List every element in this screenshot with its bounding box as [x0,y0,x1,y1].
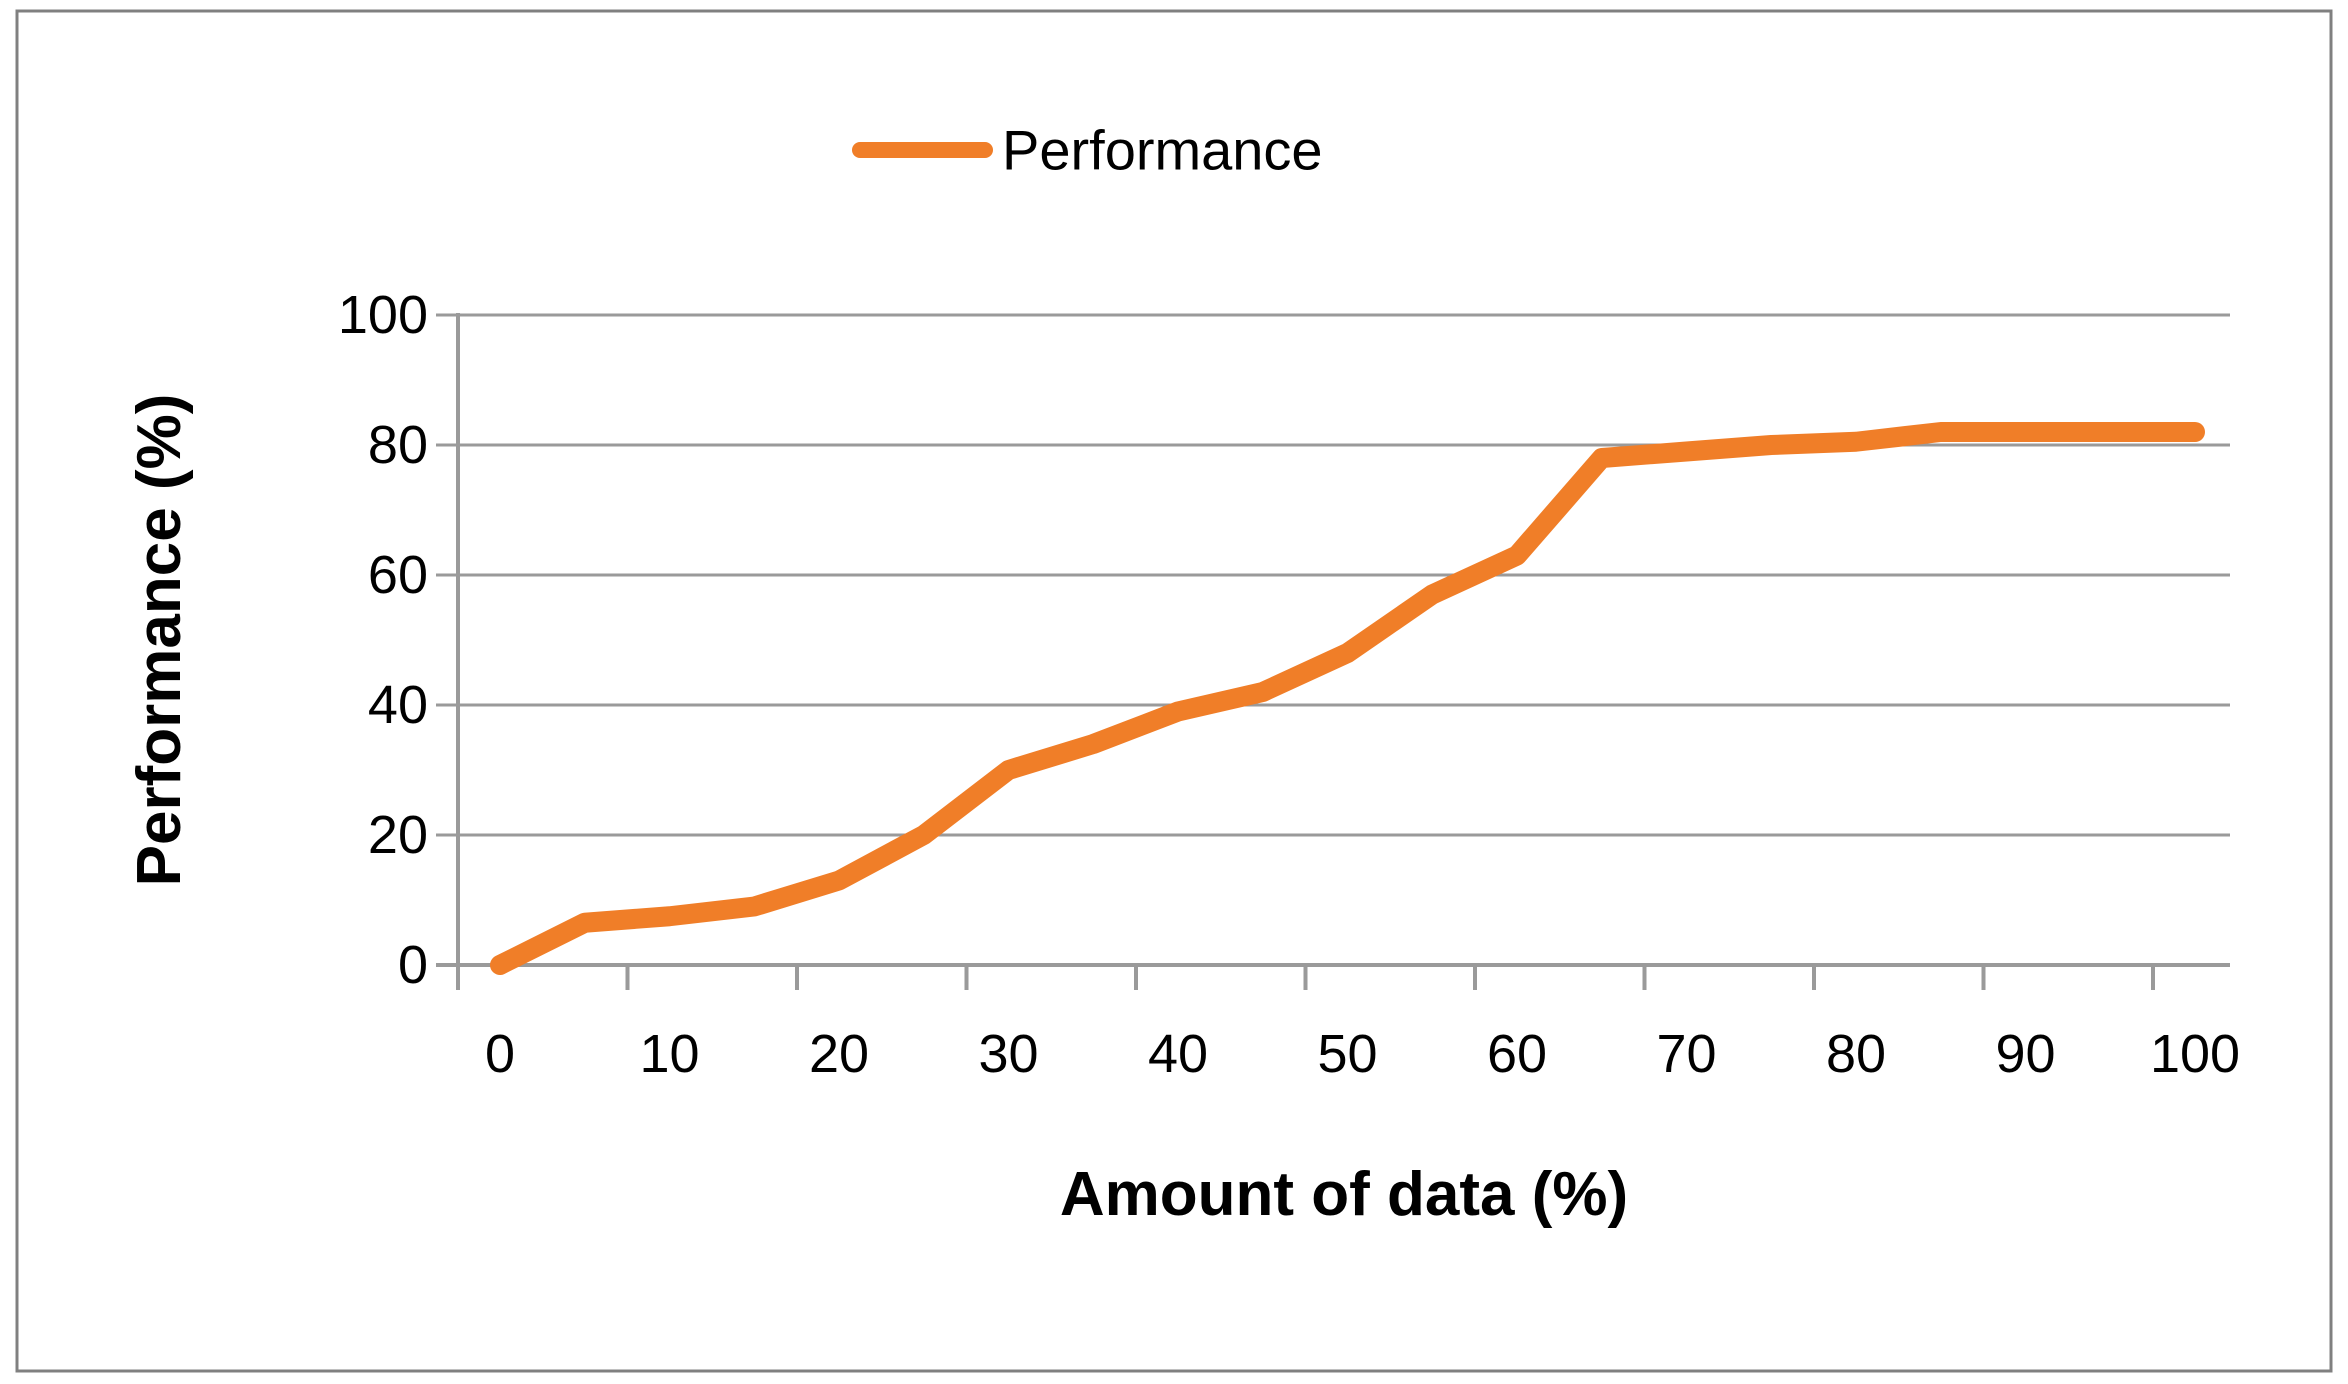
y-tick-label: 40 [368,675,428,735]
x-tick-label: 50 [1317,1024,1377,1084]
x-axis-title: Amount of data (%) [1060,1160,1628,1229]
y-axis-title: Performance (%) [125,394,194,887]
x-tick-label: 60 [1487,1024,1547,1084]
x-tick-label: 70 [1656,1024,1716,1084]
x-tick-label: 0 [485,1024,515,1084]
x-tick-label: 30 [978,1024,1038,1084]
x-tick-labels-group: 0 10 20 30 40 50 60 70 80 90 100 [485,1024,2240,1084]
axes-group [436,313,2230,990]
chart-border [15,9,2333,1373]
legend-series-label: Performance [1002,119,1323,182]
x-tick-label: 90 [1995,1024,2055,1084]
y-tick-label: 0 [398,935,428,995]
y-tick-labels-group: 0 20 40 60 80 100 [338,285,428,995]
x-tick-label: 10 [639,1024,699,1084]
legend: Performance [852,119,1323,182]
y-tick-label: 60 [368,545,428,605]
y-tick-label: 20 [368,805,428,865]
x-tick-label: 80 [1826,1024,1886,1084]
y-tick-label: 100 [338,285,428,345]
y-tick-label: 80 [368,415,428,475]
x-tick-label: 40 [1148,1024,1208,1084]
x-ticks-group [456,965,2155,990]
series-group [490,422,2205,975]
x-tick-label: 100 [2150,1024,2240,1084]
x-tick-label: 20 [809,1024,869,1084]
gridlines-group [436,313,2230,837]
performance-line [490,422,2205,975]
